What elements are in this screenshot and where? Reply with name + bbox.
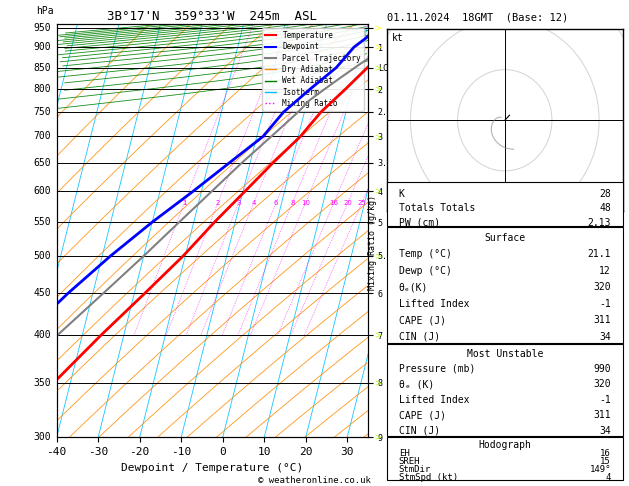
Text: 16: 16 xyxy=(600,449,611,458)
Text: Dewp (°C): Dewp (°C) xyxy=(399,266,452,276)
Text: 4: 4 xyxy=(606,472,611,482)
Text: 8: 8 xyxy=(290,200,294,206)
Text: 900: 900 xyxy=(33,42,51,52)
Text: 850: 850 xyxy=(33,63,51,72)
Text: Lifted Index: Lifted Index xyxy=(399,299,469,309)
Text: CIN (J): CIN (J) xyxy=(399,426,440,435)
X-axis label: Dewpoint / Temperature (°C): Dewpoint / Temperature (°C) xyxy=(121,463,303,473)
Text: © weatheronline.co.uk: © weatheronline.co.uk xyxy=(258,476,371,485)
Text: hPa: hPa xyxy=(36,6,54,16)
Text: 700: 700 xyxy=(33,132,51,141)
Text: 300: 300 xyxy=(33,433,51,442)
Text: 650: 650 xyxy=(33,158,51,168)
Text: Pressure (mb): Pressure (mb) xyxy=(399,364,475,374)
Text: Temp (°C): Temp (°C) xyxy=(399,249,452,259)
Text: CIN (J): CIN (J) xyxy=(399,332,440,342)
Text: θₑ(K): θₑ(K) xyxy=(399,282,428,292)
Text: StmSpd (kt): StmSpd (kt) xyxy=(399,472,458,482)
Text: K: K xyxy=(399,189,404,199)
Text: >: > xyxy=(374,85,381,93)
Text: 2.13: 2.13 xyxy=(587,218,611,227)
Text: 28: 28 xyxy=(599,189,611,199)
Text: 320: 320 xyxy=(593,282,611,292)
Text: 34: 34 xyxy=(599,332,611,342)
Text: Hodograph: Hodograph xyxy=(478,440,532,450)
Text: 34: 34 xyxy=(599,426,611,435)
Text: 1: 1 xyxy=(182,200,186,206)
Text: >: > xyxy=(374,63,381,72)
Text: 21.1: 21.1 xyxy=(587,249,611,259)
Text: 500: 500 xyxy=(33,251,51,261)
Text: StmDir: StmDir xyxy=(399,465,431,474)
Text: >: > xyxy=(374,378,381,387)
Text: 6: 6 xyxy=(274,200,278,206)
Text: >: > xyxy=(374,187,381,196)
Text: -1: -1 xyxy=(599,395,611,405)
Text: 16: 16 xyxy=(329,200,338,206)
Y-axis label: km
ASL: km ASL xyxy=(409,220,426,242)
Text: PW (cm): PW (cm) xyxy=(399,218,440,227)
Text: Lifted Index: Lifted Index xyxy=(399,395,469,405)
Text: CAPE (J): CAPE (J) xyxy=(399,410,445,420)
Text: θₑ (K): θₑ (K) xyxy=(399,380,434,389)
Text: 400: 400 xyxy=(33,330,51,340)
Text: Most Unstable: Most Unstable xyxy=(467,348,543,359)
Text: 25: 25 xyxy=(357,200,366,206)
Text: Surface: Surface xyxy=(484,233,525,243)
Text: CAPE (J): CAPE (J) xyxy=(399,315,445,325)
Title: 3B°17'N  359°33'W  245m  ASL: 3B°17'N 359°33'W 245m ASL xyxy=(108,10,317,23)
Text: EH: EH xyxy=(399,449,409,458)
Text: 990: 990 xyxy=(593,364,611,374)
Text: 350: 350 xyxy=(33,378,51,388)
Text: >: > xyxy=(374,433,381,442)
Text: -1: -1 xyxy=(599,299,611,309)
Text: 450: 450 xyxy=(33,288,51,298)
Legend: Temperature, Dewpoint, Parcel Trajectory, Dry Adiabat, Wet Adiabat, Isotherm, Mi: Temperature, Dewpoint, Parcel Trajectory… xyxy=(262,28,364,111)
Text: 600: 600 xyxy=(33,186,51,196)
Text: 320: 320 xyxy=(593,380,611,389)
Text: 15: 15 xyxy=(600,457,611,466)
Text: SREH: SREH xyxy=(399,457,420,466)
Text: 10: 10 xyxy=(301,200,310,206)
Text: 12: 12 xyxy=(599,266,611,276)
Text: 950: 950 xyxy=(33,23,51,33)
Text: kt: kt xyxy=(391,33,403,43)
Text: Mixing Ratio (g/kg): Mixing Ratio (g/kg) xyxy=(368,195,377,291)
Text: >: > xyxy=(374,331,381,340)
Text: 4: 4 xyxy=(252,200,256,206)
Text: 311: 311 xyxy=(593,410,611,420)
Text: >: > xyxy=(374,251,381,260)
Text: 3: 3 xyxy=(236,200,241,206)
Text: 800: 800 xyxy=(33,84,51,94)
Text: >: > xyxy=(374,23,381,33)
Text: 2: 2 xyxy=(216,200,220,206)
Text: Totals Totals: Totals Totals xyxy=(399,203,475,213)
Text: 550: 550 xyxy=(33,217,51,227)
Text: >: > xyxy=(374,43,381,52)
Text: 48: 48 xyxy=(599,203,611,213)
Text: 01.11.2024  18GMT  (Base: 12): 01.11.2024 18GMT (Base: 12) xyxy=(387,12,568,22)
Text: 20: 20 xyxy=(343,200,352,206)
Text: 149°: 149° xyxy=(589,465,611,474)
Text: 750: 750 xyxy=(33,107,51,117)
Text: >: > xyxy=(374,132,381,141)
Text: 311: 311 xyxy=(593,315,611,325)
